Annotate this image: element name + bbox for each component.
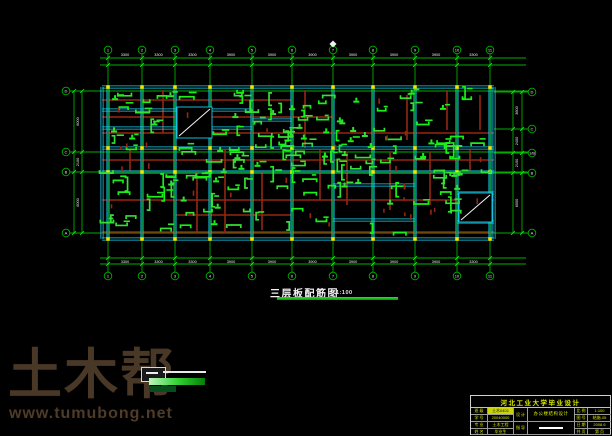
tb-label-designer: 设 计 [514, 408, 528, 422]
tb-value-class: 土木0401 [488, 408, 514, 415]
tb-label-number: 图 号 [575, 415, 588, 422]
svg-text:3900: 3900 [268, 260, 276, 264]
svg-text:3300: 3300 [469, 53, 477, 57]
svg-text:6000: 6000 [76, 117, 80, 125]
svg-text:2: 2 [141, 274, 144, 279]
tb-value-name: 毕业生 [488, 429, 514, 435]
svg-text:3300: 3300 [121, 260, 129, 264]
tb-value-pages: 第 页 [588, 429, 611, 435]
svg-text:3900: 3900 [349, 53, 357, 57]
svg-text:A: A [531, 231, 534, 236]
svg-text:3300: 3300 [121, 53, 129, 57]
svg-text:6000: 6000 [515, 199, 519, 207]
tb-value-major: 土木工程 [488, 422, 514, 429]
detail-sketch-darkgreen [150, 386, 176, 392]
svg-text:1: 1 [107, 48, 110, 53]
svg-text:2400: 2400 [515, 137, 519, 145]
svg-text:3900: 3900 [227, 260, 235, 264]
tb-signature-line [539, 427, 563, 429]
svg-text:3900: 3900 [268, 53, 276, 57]
svg-text:3300: 3300 [154, 260, 162, 264]
svg-text:3900: 3900 [308, 260, 316, 264]
svg-text:11: 11 [488, 48, 493, 53]
detail-sketch-line [163, 371, 206, 373]
svg-text:D: D [65, 89, 68, 94]
svg-text:3300: 3300 [188, 260, 196, 264]
svg-text:B: B [65, 170, 68, 175]
tb-label-name: 姓 名 [471, 429, 488, 435]
svg-text:8: 8 [372, 48, 375, 53]
svg-text:9: 9 [414, 48, 417, 53]
svg-text:3300: 3300 [154, 53, 162, 57]
svg-text:6: 6 [291, 274, 294, 279]
svg-text:10: 10 [455, 48, 460, 53]
svg-text:A: A [65, 231, 68, 236]
svg-text:3600: 3600 [515, 106, 519, 114]
svg-text:4: 4 [209, 274, 212, 279]
svg-text:3: 3 [174, 274, 177, 279]
svg-text:2100: 2100 [76, 158, 80, 166]
tb-signature-cell [528, 422, 575, 435]
svg-text:2: 2 [141, 48, 144, 53]
svg-text:4: 4 [209, 48, 212, 53]
svg-text:3900: 3900 [349, 260, 357, 264]
svg-text:3300: 3300 [469, 260, 477, 264]
svg-text:11: 11 [488, 274, 493, 279]
svg-text:3900: 3900 [432, 260, 440, 264]
svg-text:8: 8 [372, 274, 375, 279]
tb-value-date: 2008.6 [588, 422, 611, 429]
title-block: 河北工业大学毕业设计 班 级 土木0401 学 号 20040000 专 业 土… [470, 395, 611, 435]
title-block-header: 河北工业大学毕业设计 [471, 396, 610, 408]
svg-text:10: 10 [455, 274, 460, 279]
svg-text:3900: 3900 [308, 53, 316, 57]
svg-text:5: 5 [251, 48, 254, 53]
tb-value-scale: 1:100 [588, 408, 611, 415]
svg-text:6: 6 [291, 48, 294, 53]
svg-text:1/B: 1/B [529, 151, 535, 156]
svg-text:9: 9 [414, 274, 417, 279]
svg-text:3900: 3900 [390, 260, 398, 264]
tb-value-number: 结施-05 [588, 415, 611, 422]
drawing-title-underline [277, 297, 398, 300]
svg-text:C: C [65, 150, 68, 155]
tb-label-major: 专 业 [471, 422, 488, 429]
drawing-title: 三层板配筋图 [270, 289, 339, 300]
svg-text:3900: 3900 [390, 53, 398, 57]
tb-value-studentno: 20040000 [488, 415, 514, 422]
svg-text:1: 1 [107, 274, 110, 279]
svg-text:6000: 6000 [76, 198, 80, 206]
svg-text:3900: 3900 [432, 53, 440, 57]
drawing-scale: 1:100 [336, 290, 353, 296]
svg-text:B: B [531, 171, 534, 176]
detail-sketch-greenbar [149, 378, 205, 385]
tb-label-advisor: 指 导 [514, 422, 528, 435]
tb-label-pages: 共 页 [575, 429, 588, 435]
tb-drawing-name: 办公楼结构设计 [528, 408, 575, 422]
tb-label-date: 日 期 [575, 422, 588, 429]
tb-label-studentno: 学 号 [471, 415, 488, 422]
svg-text:7: 7 [332, 274, 335, 279]
svg-text:3: 3 [174, 48, 177, 53]
tb-label-scale: 比 例 [575, 408, 588, 415]
svg-text:5: 5 [251, 274, 254, 279]
tb-label-class: 班 级 [471, 408, 488, 415]
svg-text:7: 7 [332, 48, 335, 53]
svg-text:3300: 3300 [188, 53, 196, 57]
svg-text:3900: 3900 [227, 53, 235, 57]
svg-text:C: C [531, 127, 534, 132]
watermark-url: www.tumubong.net [9, 405, 173, 422]
svg-text:2100: 2100 [515, 159, 519, 167]
svg-text:D: D [531, 90, 534, 95]
